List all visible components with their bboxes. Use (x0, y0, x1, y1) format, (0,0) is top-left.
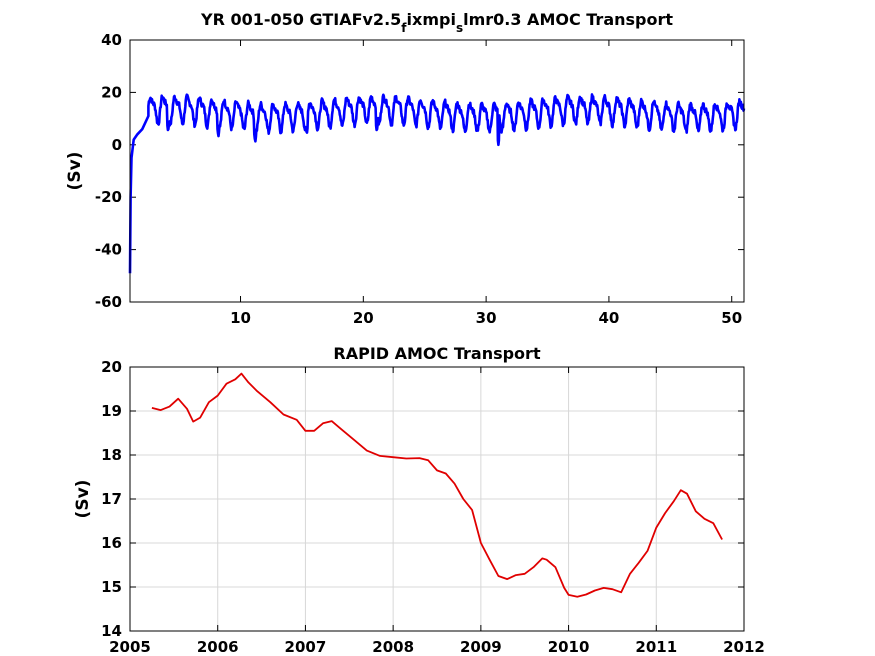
x-tick-label: 2011 (635, 638, 677, 656)
x-tick-label: 40 (598, 309, 619, 327)
rapid-chart-title: RAPID AMOC Transport (333, 344, 541, 363)
y-tick-label: 20 (101, 358, 122, 376)
y-tick-label: -60 (95, 293, 122, 311)
x-tick-label: 2012 (723, 638, 765, 656)
y-tick-label: -20 (95, 188, 122, 206)
y-tick-label: 14 (101, 622, 122, 640)
y-tick-label: 20 (101, 83, 122, 101)
rapid-y-axis-label: (Sv) (73, 480, 93, 519)
x-tick-label: 2005 (109, 638, 151, 656)
y-tick-label: 0 (112, 136, 122, 154)
x-tick-label: 2006 (197, 638, 239, 656)
rapid-amoc-panel: RAPID AMOC Transport 2005 2006 2007 2008 200… (73, 344, 765, 656)
model-chart-title: YR 001-050 GTIAFv2.5fixmpislmr0.3 AMOC T… (200, 10, 673, 35)
y-tick-label: 16 (101, 534, 122, 552)
rapid-grid (129, 367, 745, 631)
model-axes-box (129, 39, 745, 303)
y-tick-label: 15 (101, 578, 122, 596)
rapid-axes-box (129, 366, 745, 632)
x-tick-label: 2010 (548, 638, 590, 656)
x-tick-label: 30 (476, 309, 497, 327)
model-y-axis-label: (Sv) (65, 152, 85, 191)
y-tick-label: 40 (101, 31, 122, 49)
model-ticks: 10 20 30 40 50 -60 -40 -20 0 20 40 (95, 31, 744, 327)
y-tick-label: -40 (95, 241, 122, 259)
x-tick-label: 2008 (372, 638, 414, 656)
x-tick-label: 10 (230, 309, 251, 327)
model-series-line (128, 93, 746, 274)
y-tick-label: 17 (101, 490, 122, 508)
rapid-ticks: 2005 2006 2007 2008 2009 2010 2011 2012 14 15 16 17… (101, 358, 765, 656)
x-tick-label: 20 (353, 309, 374, 327)
y-tick-label: 18 (101, 446, 122, 464)
x-tick-label: 2007 (285, 638, 327, 656)
model-amoc-panel: YR 001-050 GTIAFv2.5fixmpislmr0.3 AMOC T… (65, 10, 746, 327)
rapid-series-line (151, 372, 723, 598)
x-tick-label: 50 (721, 309, 742, 327)
y-tick-label: 19 (101, 402, 122, 420)
x-tick-label: 2009 (460, 638, 502, 656)
